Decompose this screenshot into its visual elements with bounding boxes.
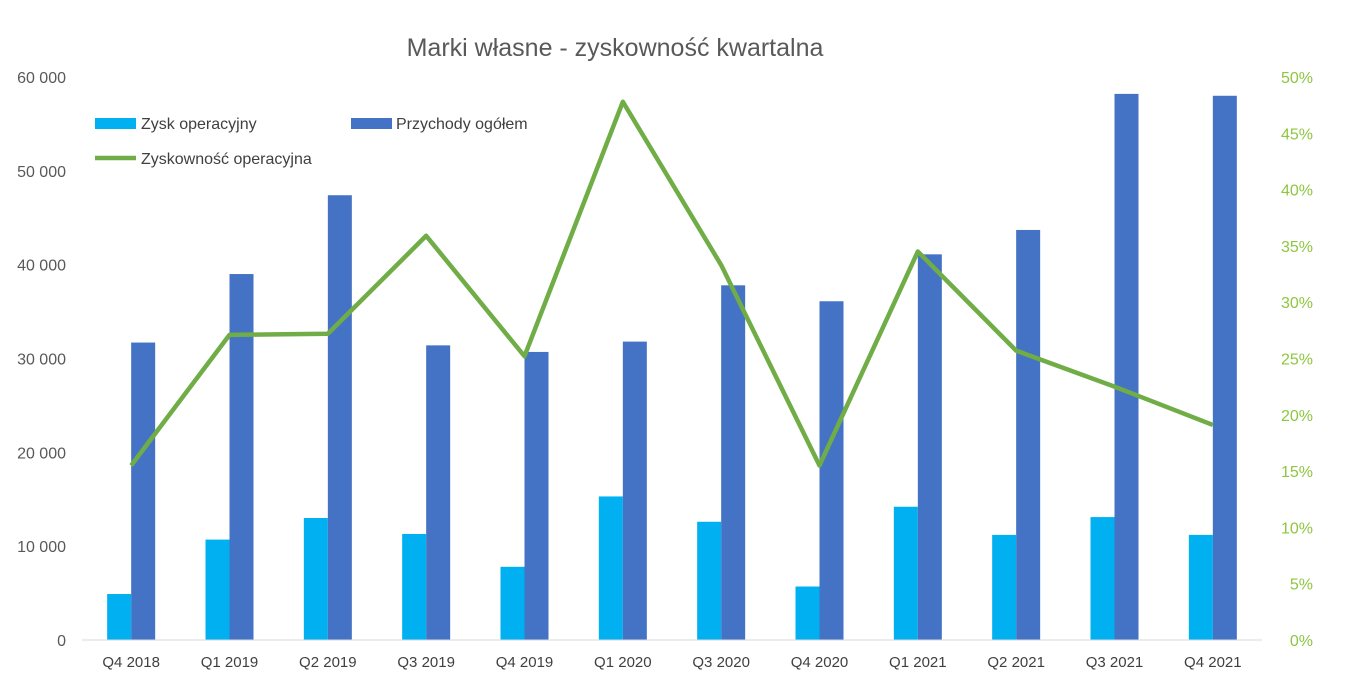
bar-zysk-operacyjny bbox=[107, 594, 132, 640]
bar-zysk-operacyjny bbox=[205, 539, 230, 640]
bar-przychody-ogolem bbox=[131, 342, 156, 640]
bar-zysk-operacyjny bbox=[598, 496, 623, 640]
y2-tick-label: 50% bbox=[1281, 70, 1313, 87]
bars-layer bbox=[107, 93, 1237, 641]
bar-zysk-operacyjny bbox=[402, 533, 427, 640]
y2-tick-label: 5% bbox=[1290, 577, 1313, 594]
bar-zysk-operacyjny bbox=[1188, 534, 1213, 640]
y-tick-label: 20 000 bbox=[17, 445, 66, 462]
bar-przychody-ogolem bbox=[524, 351, 549, 640]
right-axis: 0% 5% 10% 15% 20% 25% 30% 35% 40% 45% 50% bbox=[1281, 70, 1313, 650]
bar-przychody-ogolem bbox=[622, 341, 647, 640]
y2-tick-label: 45% bbox=[1281, 126, 1313, 143]
bar-przychody-ogolem bbox=[229, 274, 254, 640]
bar-przychody-ogolem bbox=[1016, 229, 1041, 640]
x-axis: Q4 2018 Q1 2019 Q2 2019 Q3 2019 Q4 2019 Q1 20… bbox=[102, 654, 1241, 671]
y2-tick-label: 30% bbox=[1281, 295, 1313, 312]
y-tick-label: 30 000 bbox=[17, 352, 66, 369]
y-tick-label: 0 bbox=[57, 633, 66, 650]
y2-tick-label: 10% bbox=[1281, 520, 1313, 537]
x-tick-label: Q1 2021 bbox=[889, 654, 947, 671]
legend-label-przychody: Przychody ogółem bbox=[396, 116, 528, 133]
legend-label-zysk: Zysk operacyjny bbox=[141, 116, 257, 133]
y-tick-label: 40 000 bbox=[17, 258, 66, 275]
bar-przychody-ogolem bbox=[819, 301, 844, 640]
y2-tick-label: 20% bbox=[1281, 408, 1313, 425]
line-zyskownosc-operacyjna bbox=[129, 99, 1214, 468]
y2-tick-label: 40% bbox=[1281, 183, 1313, 200]
left-axis: 0 10 000 20 000 30 000 40 000 50 000 60 000 bbox=[17, 70, 66, 650]
bar-zysk-operacyjny bbox=[795, 586, 820, 640]
line-layer bbox=[129, 99, 1214, 468]
x-tick-label: Q4 2018 bbox=[102, 654, 160, 671]
y-tick-label: 50 000 bbox=[17, 164, 66, 181]
bar-przychody-ogolem bbox=[1212, 95, 1237, 641]
bar-przychody-ogolem bbox=[721, 285, 746, 640]
x-tick-label: Q4 2020 bbox=[791, 654, 849, 671]
x-tick-label: Q1 2020 bbox=[594, 654, 652, 671]
bar-przychody-ogolem bbox=[917, 254, 942, 640]
y2-tick-label: 15% bbox=[1281, 464, 1313, 481]
bar-zysk-operacyjny bbox=[500, 566, 525, 640]
x-tick-label: Q3 2019 bbox=[397, 654, 455, 671]
x-tick-label: Q4 2021 bbox=[1184, 654, 1242, 671]
y2-tick-label: 35% bbox=[1281, 239, 1313, 256]
y2-tick-label: 0% bbox=[1290, 633, 1313, 650]
x-tick-label: Q2 2021 bbox=[987, 654, 1045, 671]
x-tick-label: Q3 2020 bbox=[692, 654, 750, 671]
bar-zysk-operacyjny bbox=[893, 506, 918, 640]
legend-swatch-zysk bbox=[95, 118, 136, 129]
legend: Zysk operacyjny Przychody ogółem Zyskown… bbox=[95, 116, 528, 168]
y-tick-label: 10 000 bbox=[17, 539, 66, 556]
bar-przychody-ogolem bbox=[426, 345, 451, 640]
x-tick-label: Q1 2019 bbox=[201, 654, 259, 671]
x-tick-label: Q3 2021 bbox=[1086, 654, 1144, 671]
x-tick-label: Q4 2019 bbox=[496, 654, 554, 671]
bar-przychody-ogolem bbox=[327, 195, 352, 641]
legend-swatch-przychody bbox=[351, 118, 392, 129]
chart-title: Marki własne - zyskowność kwartalna bbox=[407, 34, 824, 62]
bar-przychody-ogolem bbox=[1114, 93, 1139, 640]
bar-zysk-operacyjny bbox=[992, 534, 1017, 640]
y2-tick-label: 25% bbox=[1281, 352, 1313, 369]
bar-zysk-operacyjny bbox=[697, 521, 722, 640]
bar-zysk-operacyjny bbox=[1090, 517, 1115, 640]
legend-label-zyskownosc: Zyskowność operacyjna bbox=[141, 151, 312, 168]
bar-zysk-operacyjny bbox=[303, 518, 328, 640]
x-tick-label: Q2 2019 bbox=[299, 654, 357, 671]
y-tick-label: 60 000 bbox=[17, 70, 66, 87]
